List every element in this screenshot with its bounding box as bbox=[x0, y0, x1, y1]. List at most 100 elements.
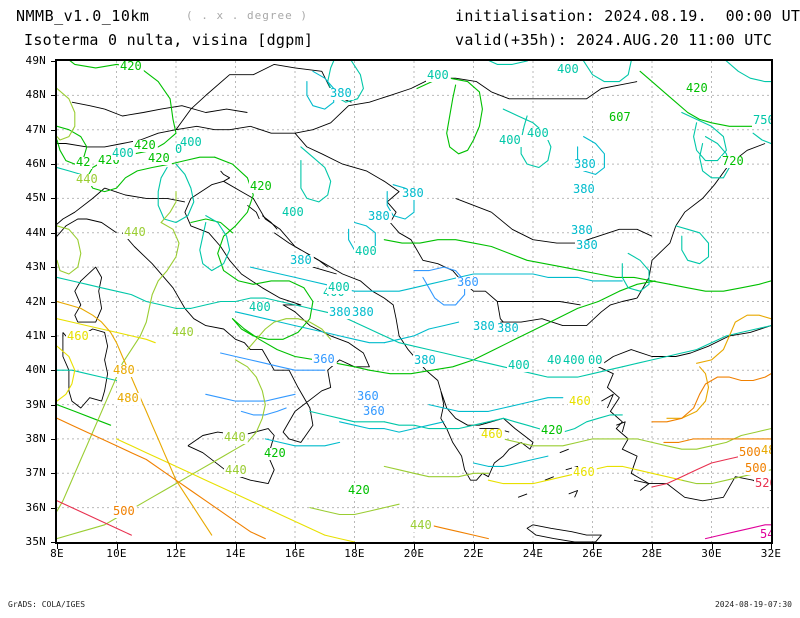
x-tick-mark bbox=[533, 544, 534, 549]
contour-line-400 bbox=[681, 111, 727, 162]
y-tick-label-37N: 37N bbox=[25, 466, 46, 480]
contour-label-mask bbox=[480, 429, 505, 441]
x-tick-label-16E: 16E bbox=[284, 547, 306, 560]
coastline-segment bbox=[294, 132, 504, 323]
y-tick-mark bbox=[51, 267, 56, 269]
coastline-segment bbox=[247, 204, 260, 220]
coastline-segment bbox=[57, 187, 117, 237]
contour-line-400 bbox=[675, 225, 710, 265]
contour-label-440: 440 bbox=[410, 518, 432, 532]
contour-label-460: 460 bbox=[481, 427, 503, 441]
contour-line-420 bbox=[383, 239, 671, 285]
contour-label-420: 420 bbox=[348, 483, 370, 497]
contour-line-440 bbox=[57, 359, 266, 540]
coastline-segment bbox=[71, 101, 105, 110]
coastline-segment bbox=[175, 63, 352, 130]
contour-line-380 bbox=[383, 321, 460, 344]
contour-label-460: 460 bbox=[67, 329, 89, 343]
contour-label-400: 400 bbox=[557, 62, 579, 76]
x-tick-mark bbox=[295, 544, 296, 549]
map-plot-area[interactable]: 4204004003804204204000400400607750424204… bbox=[55, 59, 773, 544]
coastline-segment bbox=[62, 328, 109, 409]
coastline-segment bbox=[312, 266, 337, 275]
contour-line-440 bbox=[309, 503, 400, 516]
contour-label-420: 420 bbox=[686, 81, 708, 95]
contour-label-360: 360 bbox=[313, 352, 335, 366]
x-tick-label-22E: 22E bbox=[463, 547, 484, 560]
contour-line-420 bbox=[416, 77, 483, 155]
contour-label-420: 420 bbox=[264, 446, 286, 460]
contour-label-420: 420 bbox=[120, 61, 142, 73]
x-tick-label-8E: 8E bbox=[50, 547, 64, 560]
x-tick-label-18E: 18E bbox=[344, 547, 365, 560]
contour-label-440: 440 bbox=[224, 430, 246, 444]
x-tick-label-14E: 14E bbox=[225, 547, 246, 560]
contour-label-mask bbox=[75, 157, 93, 169]
contour-label-mask bbox=[354, 246, 379, 258]
contour-line-520 bbox=[57, 500, 132, 536]
contour-label-mask bbox=[426, 70, 451, 82]
contour-label-380: 380 bbox=[576, 238, 598, 252]
contour-label-400: 400 bbox=[112, 146, 134, 160]
contour-label-mask bbox=[456, 277, 481, 289]
contour-label-460: 460 bbox=[573, 465, 595, 479]
y-tick-mark bbox=[51, 542, 56, 543]
contour-line-380 bbox=[428, 397, 564, 412]
coastline-segment bbox=[559, 448, 569, 454]
contour-line-540 bbox=[704, 524, 771, 540]
contour-line-460 bbox=[324, 534, 356, 542]
grads-credit: GrADS: COLA/IGES bbox=[8, 600, 86, 609]
contour-label-380: 380 bbox=[414, 353, 436, 367]
x-tick-mark bbox=[592, 544, 594, 549]
contour-label-mask bbox=[327, 282, 352, 294]
contour-label-mask bbox=[570, 225, 595, 237]
contour-label-460: 460 bbox=[569, 394, 591, 408]
contour-label-500: 500 bbox=[739, 445, 761, 459]
coastline-segment bbox=[74, 266, 103, 323]
y-tick-mark bbox=[51, 507, 56, 509]
coastline-segment bbox=[633, 479, 650, 491]
contour-label-360: 360 bbox=[357, 389, 379, 403]
x-tick-mark bbox=[414, 544, 415, 549]
contour-line-500 bbox=[663, 438, 771, 443]
contour-line-460 bbox=[115, 438, 326, 536]
x-tick-label-10E: 10E bbox=[106, 547, 127, 560]
contour-label-mask bbox=[721, 156, 746, 168]
contour-label-mask bbox=[112, 365, 137, 377]
contour-label-400: 400 bbox=[563, 353, 585, 367]
contour-map: 4204004003804204204000400400607750424204… bbox=[57, 61, 771, 542]
contour-label-500: 500 bbox=[113, 504, 135, 518]
y-tick-mark bbox=[51, 473, 56, 475]
coastline-segment bbox=[440, 390, 534, 481]
contour-line-420 bbox=[214, 156, 314, 340]
coastline-segment bbox=[455, 197, 492, 213]
coastline-segment bbox=[273, 232, 302, 251]
contour-line-440 bbox=[160, 191, 177, 224]
contour-label-380: 380 bbox=[330, 86, 352, 100]
contour-line-440 bbox=[246, 318, 332, 351]
contour-line-400 bbox=[621, 325, 771, 368]
contour-line-440 bbox=[651, 428, 771, 450]
contour-line-380 bbox=[502, 273, 623, 282]
contour-line-420 bbox=[57, 404, 112, 426]
contour-line-400 bbox=[488, 61, 529, 65]
contour-line-400 bbox=[327, 61, 364, 103]
contour-line-400 bbox=[383, 417, 504, 430]
contour-line-460 bbox=[57, 345, 76, 402]
contour-label-mask bbox=[111, 148, 136, 160]
contour-line-360 bbox=[205, 393, 296, 402]
y-tick-label-47N: 47N bbox=[25, 122, 46, 136]
coastline-segment bbox=[601, 393, 614, 409]
y-tick-mark bbox=[51, 335, 56, 337]
contour-label-mask bbox=[738, 447, 763, 459]
contour-line-400 bbox=[582, 61, 632, 83]
contour-label-mask bbox=[540, 425, 565, 437]
contour-line-360 bbox=[240, 407, 287, 416]
coastline-segment bbox=[568, 490, 579, 498]
y-tick-label-42N: 42N bbox=[25, 294, 46, 308]
contour-label-mask bbox=[752, 115, 771, 127]
contour-line-440 bbox=[383, 465, 489, 478]
contour-label-420: 420 bbox=[250, 179, 272, 193]
y-tick-label-44N: 44N bbox=[25, 225, 46, 239]
